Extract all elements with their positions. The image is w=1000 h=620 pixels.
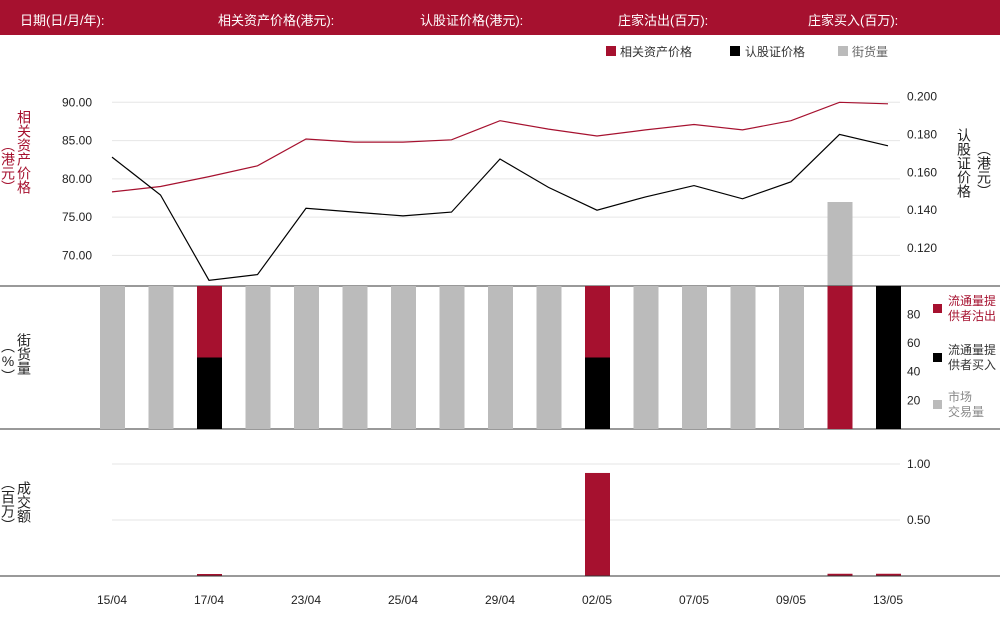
stacked-bar-segment (439, 286, 465, 429)
warrant-price-line (111, 133, 889, 281)
percent-tick-label: 20 (907, 393, 921, 407)
volume-tick-label: 0.50 (907, 513, 931, 527)
right-axis-title: 认股证价格 (956, 128, 972, 198)
stacked-bar-segment (148, 286, 174, 429)
legend-mm-buy-line2: 供者买入 (948, 358, 997, 372)
volume-axis-unit: （百万） (0, 476, 16, 532)
stacked-bar-segment (633, 286, 659, 429)
volume-bar (827, 573, 853, 576)
percent-tick-label: 60 (907, 336, 921, 350)
stacked-bar-segment (294, 286, 319, 429)
legend-market-line1: 市场 (948, 390, 973, 404)
chart-svg: 90.00 85.00 80.00 75.00 70.00 0.200 0.180 0.160… (0, 46, 1000, 607)
volume-bar (585, 472, 610, 576)
x-tick-label: 15/04 (97, 593, 127, 607)
stacked-bar-segment (730, 286, 756, 429)
x-tick-label: 13/05 (873, 593, 903, 607)
volume-tick-label: 1.00 (907, 457, 931, 471)
legend-market-label: 市场 交易量 (948, 390, 984, 420)
x-tick-label: 23/04 (291, 593, 321, 607)
stacked-bar-segment (585, 286, 610, 358)
legend-mm-sell-line2: 供者沽出 (948, 309, 997, 323)
outstanding-bar (827, 202, 853, 286)
right-tick-label: 0.140 (907, 203, 937, 217)
left-axis-unit: （港元） (0, 138, 16, 194)
underlying-price-line (111, 101, 889, 193)
legend-mm-buy-label: 流通量提 供者买入 (948, 343, 996, 373)
x-tick-label: 02/05 (582, 593, 612, 607)
stacked-bar-segment (197, 286, 222, 358)
legend-underlying-label: 相关资产价格 (620, 45, 693, 59)
right-tick-label: 0.160 (907, 165, 937, 179)
date-header: 日期(日/月/年): (20, 13, 105, 28)
stacked-bar-segment (197, 357, 222, 429)
legend-market-swatch (933, 400, 942, 409)
volume-axis-title: 成交额 (16, 481, 32, 523)
stacked-bar-segment (779, 286, 804, 429)
x-tick-label: 09/05 (776, 593, 806, 607)
legend-mm-buy-swatch (933, 353, 942, 362)
legend-outstanding-label: 街货量 (852, 45, 889, 59)
mm-buy-header: 庄家买入(百万): (808, 13, 899, 28)
stacked-bar-segment (827, 286, 853, 429)
volume-bar (876, 573, 901, 576)
stacked-bar-segment (536, 286, 562, 429)
header-bar: 日期(日/月/年): 相关资产价格(港元): 认股证价格(港元): 庄家沽出(百… (0, 0, 1000, 35)
x-tick-label: 17/04 (194, 593, 224, 607)
stacked-bar-segment (342, 286, 368, 429)
stacked-bar-segment (245, 286, 271, 429)
legend-underlying-swatch (606, 46, 616, 56)
legend-mm-sell-swatch (933, 304, 942, 313)
percent-tick-label: 40 (907, 365, 921, 379)
right-tick-label: 0.180 (907, 127, 937, 141)
percent-axis-unit: （%） (0, 339, 16, 383)
left-axis-title: 相关资产价格 (16, 110, 32, 194)
stacked-bar-segment (488, 286, 513, 429)
legend-mm-sell-line1: 流通量提 (948, 294, 997, 308)
left-tick-label: 85.00 (62, 134, 92, 148)
underlying-price-header: 相关资产价格(港元): (218, 13, 335, 28)
legend-mm-sell-label: 流通量提 供者沽出 (948, 294, 996, 324)
percent-tick-label: 80 (907, 307, 921, 321)
x-tick-label: 07/05 (679, 593, 709, 607)
left-tick-label: 70.00 (62, 248, 92, 262)
warrant-price-header: 认股证价格(港元): (420, 13, 524, 28)
legend-market-line2: 交易量 (948, 405, 985, 419)
legend-warrant-label: 认股证价格 (745, 45, 806, 59)
legend-warrant-swatch (730, 46, 740, 56)
x-tick-label: 25/04 (388, 593, 418, 607)
left-tick-label: 75.00 (62, 210, 92, 224)
left-tick-label: 80.00 (62, 172, 92, 186)
legend-outstanding-swatch (838, 46, 848, 56)
mm-sell-header: 庄家沽出(百万): (618, 13, 709, 28)
stacked-bar-segment (391, 286, 416, 429)
percent-axis-title: 街货量 (16, 333, 32, 375)
right-tick-label: 0.200 (907, 89, 937, 103)
stacked-bar-segment (682, 286, 707, 429)
left-tick-label: 90.00 (62, 95, 92, 109)
x-tick-label: 29/04 (485, 593, 515, 607)
right-tick-label: 0.120 (907, 241, 937, 255)
stacked-bar-segment (100, 286, 125, 429)
volume-bar (197, 574, 222, 576)
right-axis-unit: （港元） (976, 142, 992, 198)
stacked-bar-segment (585, 357, 610, 429)
stacked-bar-segment (876, 286, 901, 429)
legend-mm-buy-line1: 流通量提 (948, 343, 997, 357)
